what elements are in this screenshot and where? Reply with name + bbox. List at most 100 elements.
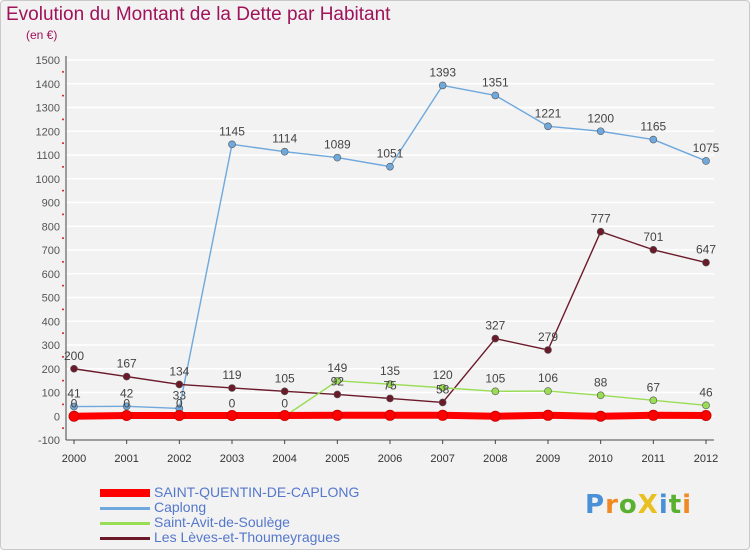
- data-label: 1114: [272, 132, 297, 146]
- data-label: 200: [64, 349, 84, 363]
- y-minor-tick: [62, 165, 64, 168]
- y-tick-label: 1500: [36, 55, 60, 67]
- data-point: [333, 377, 342, 385]
- y-tick-label: 100: [42, 388, 60, 400]
- data-label: 106: [538, 371, 558, 385]
- data-point: [595, 410, 607, 422]
- data-point: [175, 380, 184, 389]
- y-minor-tick: [62, 308, 64, 311]
- x-tick-label: 2004: [272, 453, 296, 465]
- data-label: 58: [436, 382, 450, 396]
- data-label: 149: [327, 361, 347, 375]
- y-tick-label: -100: [38, 435, 60, 447]
- data-label: 327: [485, 319, 505, 333]
- y-tick-label: 600: [42, 269, 60, 281]
- data-point: [491, 334, 500, 343]
- y-minor-tick: [62, 189, 64, 192]
- data-label: 279: [538, 330, 558, 344]
- y-minor-tick: [62, 70, 64, 73]
- data-point: [544, 122, 552, 131]
- legend-label: Les Lèves-et-Thoumeyragues: [154, 529, 340, 545]
- y-tick-label: 1100: [36, 150, 60, 162]
- y-minor-tick: [62, 403, 64, 406]
- legend-label: Caplong: [154, 499, 207, 515]
- data-label: 33: [173, 388, 187, 402]
- data-label: 1089: [324, 138, 351, 152]
- data-point: [489, 410, 501, 422]
- y-minor-tick: [62, 332, 64, 335]
- data-point: [544, 346, 552, 354]
- data-point: [438, 398, 447, 407]
- data-point: [122, 402, 131, 411]
- legend-label: Saint-Avit-de-Soulège: [154, 514, 290, 530]
- data-point: [700, 410, 712, 422]
- data-point: [121, 410, 133, 422]
- data-label: 119: [222, 368, 241, 382]
- data-point: [331, 409, 343, 421]
- y-tick-label: 900: [42, 198, 60, 210]
- y-tick-label: 700: [42, 245, 60, 257]
- data-point: [542, 409, 554, 421]
- data-point: [438, 383, 447, 392]
- data-point: [280, 387, 289, 396]
- x-tick-label: 2006: [378, 453, 402, 465]
- data-label: 0: [176, 396, 183, 410]
- y-minor-tick: [62, 213, 64, 216]
- legend-label: SAINT-QUENTIN-DE-CAPLONG: [154, 484, 360, 500]
- x-tick-label: 2003: [220, 453, 244, 465]
- data-label: 1351: [482, 75, 509, 89]
- logo-letter: o: [618, 490, 638, 520]
- data-label: 1393: [429, 65, 456, 79]
- data-label: 75: [383, 378, 397, 392]
- logo-letter: t: [668, 490, 683, 520]
- data-label: 42: [120, 386, 134, 400]
- x-tick-label: 2008: [483, 453, 507, 465]
- y-minor-tick: [62, 237, 64, 240]
- y-minor-tick: [62, 260, 64, 263]
- y-tick-label: 1000: [36, 174, 60, 186]
- data-label: 647: [696, 243, 716, 257]
- data-point: [386, 394, 394, 403]
- data-point: [226, 410, 238, 422]
- data-label: 0: [123, 396, 130, 410]
- data-label: 701: [643, 230, 663, 244]
- data-point: [649, 135, 658, 144]
- y-tick-label: 1300: [36, 103, 60, 115]
- logo-letter: i: [682, 490, 693, 520]
- proxiti-logo: ProXiti: [585, 490, 692, 520]
- data-point: [280, 147, 289, 156]
- data-label: 1075: [693, 141, 720, 155]
- data-label: 92: [331, 374, 345, 388]
- data-label: 0: [281, 396, 288, 410]
- x-tick-label: 2011: [642, 453, 666, 465]
- data-label: 1200: [587, 111, 614, 125]
- data-label: 777: [591, 212, 611, 226]
- data-point: [702, 157, 710, 165]
- data-point: [491, 91, 500, 100]
- data-label: 134: [169, 364, 189, 378]
- data-point: [438, 81, 447, 90]
- data-label: 1221: [535, 106, 562, 120]
- data-point: [649, 245, 658, 254]
- data-point: [702, 258, 710, 267]
- data-point: [702, 401, 710, 410]
- y-minor-tick: [62, 284, 64, 287]
- x-tick-label: 2012: [694, 453, 718, 465]
- data-point: [228, 384, 236, 392]
- x-tick-label: 2005: [325, 453, 349, 465]
- chart-title: Evolution du Montant de la Dette par Hab…: [6, 4, 391, 25]
- y-minor-tick: [62, 94, 64, 97]
- y-tick-label: 1400: [36, 79, 60, 91]
- data-point: [122, 372, 131, 381]
- logo-letter: r: [605, 490, 619, 520]
- data-point: [70, 364, 78, 373]
- data-label: 88: [594, 375, 608, 389]
- x-tick-label: 2001: [114, 453, 138, 465]
- data-point: [386, 162, 394, 171]
- y-minor-tick: [62, 355, 64, 358]
- legend-swatch: [100, 537, 150, 540]
- y-tick-label: 200: [42, 364, 60, 376]
- x-tick-label: 2010: [588, 453, 612, 465]
- series-line: [73, 84, 707, 410]
